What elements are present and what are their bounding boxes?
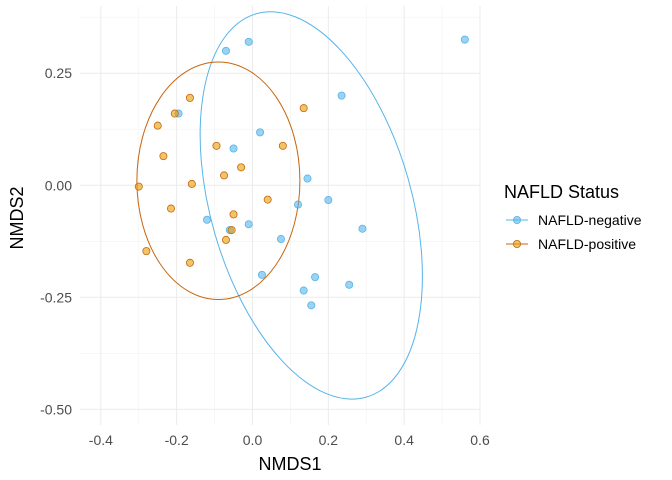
data-points — [134, 35, 469, 310]
point-positive — [142, 247, 151, 256]
point-negative — [203, 215, 212, 224]
x-tick-label: 0.6 — [470, 432, 490, 448]
point-positive — [237, 163, 246, 172]
legend-item-positive: NAFLD-positive — [506, 236, 636, 252]
legend-title: NAFLD Status — [504, 182, 619, 202]
point-positive — [166, 204, 175, 213]
major-gridlines — [80, 6, 481, 425]
ellipse-negative — [199, 11, 423, 400]
point-negative — [257, 270, 266, 279]
point-negative — [358, 224, 367, 233]
x-tick-label: -0.4 — [89, 432, 113, 448]
point-positive — [227, 226, 236, 235]
point-positive — [185, 93, 194, 102]
point-negative — [303, 174, 312, 183]
point-negative — [324, 196, 333, 205]
point-negative — [307, 301, 316, 310]
point-positive — [159, 152, 168, 161]
point-positive — [220, 171, 229, 180]
point-positive — [134, 182, 143, 191]
point-negative — [294, 200, 303, 209]
legend-label-negative: NAFLD-negative — [538, 212, 642, 228]
point-positive — [170, 109, 179, 118]
x-tick-label: 0.4 — [394, 432, 414, 448]
point-negative — [244, 37, 253, 46]
x-tick-label: 0.2 — [319, 432, 339, 448]
ellipse-positive — [136, 61, 301, 301]
point-negative — [244, 220, 253, 229]
point-negative — [221, 46, 230, 55]
point-positive — [212, 141, 221, 150]
point-positive — [229, 210, 238, 219]
point-negative — [276, 235, 285, 244]
point-negative — [460, 35, 469, 44]
point-positive — [299, 104, 308, 113]
point-positive — [187, 179, 196, 188]
y-axis-ticks: -0.50 -0.25 0.00 0.25 — [40, 65, 72, 417]
y-tick-label: 0.00 — [45, 177, 72, 193]
point-negative — [299, 286, 308, 295]
legend-key-point-negative — [513, 215, 522, 224]
confidence-ellipses — [136, 11, 423, 400]
point-negative — [311, 273, 320, 282]
y-tick-label: -0.50 — [40, 401, 72, 417]
x-tick-label: 0.0 — [243, 432, 263, 448]
x-tick-label: -0.2 — [165, 432, 189, 448]
x-axis-title: NMDS1 — [258, 454, 321, 474]
legend-key-point-positive — [513, 239, 522, 248]
point-positive — [185, 258, 194, 267]
legend-label-positive: NAFLD-positive — [538, 236, 636, 252]
minor-gridlines — [80, 6, 480, 425]
point-negative — [337, 91, 346, 100]
y-tick-label: 0.25 — [45, 65, 72, 81]
point-positive — [221, 235, 230, 244]
x-axis-ticks: -0.4 -0.2 0.0 0.2 0.4 0.6 — [89, 432, 490, 448]
point-positive — [263, 195, 272, 204]
y-axis-title: NMDS2 — [7, 186, 27, 249]
y-tick-label: -0.25 — [40, 289, 72, 305]
point-positive — [153, 121, 162, 130]
point-negative — [256, 128, 265, 137]
legend-item-negative: NAFLD-negative — [506, 212, 642, 228]
point-negative — [345, 280, 354, 289]
point-positive — [278, 141, 287, 150]
point-negative — [229, 144, 238, 153]
legend: NAFLD Status NAFLD-negative NAFLD-positi… — [504, 182, 642, 252]
